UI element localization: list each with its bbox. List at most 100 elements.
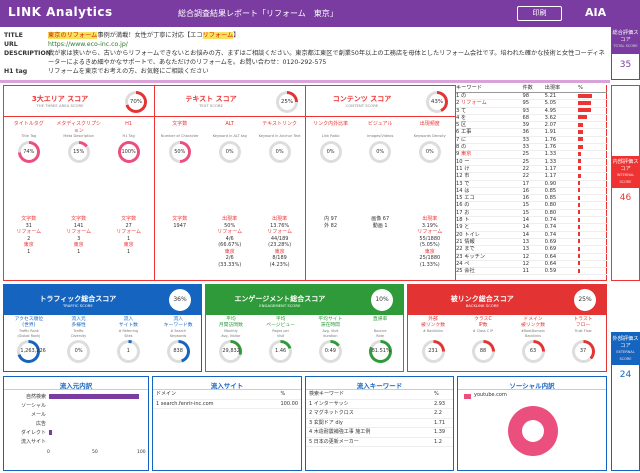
metric-data: 出現率 50% リフォーム 4/6 (66.67%) 東京 2/6 (33.33%) bbox=[217, 216, 243, 268]
metric-ring: 0% bbox=[319, 140, 342, 163]
inflow-bar bbox=[49, 394, 139, 399]
inflow-label: ソーシャル bbox=[21, 403, 46, 409]
section-2-ring: 43% bbox=[426, 91, 448, 113]
print-button[interactable]: 印刷 bbox=[517, 6, 562, 21]
metric-data: 出現率 3.19% リフォーム 55/1880 (5.05%) 東京 25/1880 (1.3… bbox=[417, 216, 443, 268]
metric-data: 画像 67 動画 1 bbox=[371, 216, 390, 229]
inflow-source-panel: 流入元内訳 自然検索 ソーシャル メール 広告 ダイレクト 流入サイト 0 50 100 bbox=[3, 376, 149, 471]
rate-bar bbox=[578, 108, 591, 113]
ext-metric-ring: 37 bbox=[571, 340, 595, 363]
h1-label: H1 tag bbox=[4, 68, 28, 75]
internal-score-value: 46 bbox=[619, 193, 632, 203]
inflow-label: メール bbox=[30, 412, 46, 418]
table-row: 17 お 15 0.80 bbox=[456, 209, 607, 218]
social-title: ソーシャル内訳 bbox=[458, 377, 606, 390]
internal-score-box: 内部評価スコア INTERNAL SCORE 46 bbox=[611, 85, 640, 281]
section-2: コンテンツ スコア CONTENT SCORE 43% リンク内外比率 Link Rat… bbox=[306, 85, 456, 281]
table-row: 13 で 17 0.90 bbox=[456, 180, 607, 188]
ext-metric-ring: 88 bbox=[471, 340, 495, 363]
rate-bar bbox=[578, 144, 583, 149]
inflow-label: 流入サイト bbox=[20, 439, 46, 445]
page-meta: TITLE 東京のリフォーム事例が満載！女性が丁寧に対応【エコリフォーム】 UR… bbox=[4, 31, 610, 76]
metric-data: 出現率 13.76% リフォーム 44/189 (23.28%) 東京 8/189 (4.23… bbox=[267, 216, 293, 268]
section-1-ring: 25% bbox=[276, 91, 298, 113]
ext-score: 36% bbox=[169, 289, 191, 311]
rate-bar bbox=[578, 224, 580, 229]
metric-data: 内 97 外 82 bbox=[324, 216, 338, 229]
kw-header-rate: 出現率 bbox=[544, 85, 579, 93]
table-row: 6 工事 36 1.91 bbox=[456, 128, 607, 137]
section-0-title: 3大エリア スコア bbox=[31, 95, 89, 103]
metric-0-2: H1 H1 Tag 100% bbox=[104, 121, 154, 163]
table-row: 9 東京 25 1.33 bbox=[456, 150, 607, 159]
inkw-header-keyword: 検索キーワード bbox=[306, 390, 431, 400]
section-2-title: コンテンツ スコア bbox=[332, 95, 392, 103]
metric-1-2: テキストリンク Keyword in Anchor Text 0% bbox=[255, 121, 305, 163]
ext-metric-ring: 1 bbox=[116, 340, 140, 363]
report-title: 総合調査結果レポート「リフォーム 東京」 bbox=[178, 9, 338, 18]
external-score-value: 24 bbox=[619, 370, 632, 380]
table-row: 4 を 68 3.62 bbox=[456, 114, 607, 123]
table-row: 5 区 39 2.07 bbox=[456, 121, 607, 130]
rate-bar bbox=[578, 195, 581, 200]
rate-bar bbox=[578, 100, 592, 105]
table-row: 2 マグネットクロス 2.2 bbox=[306, 408, 453, 419]
table-row: 21 情報 13 0.69 bbox=[456, 238, 607, 247]
ext-metric: 流入元 多様性 Traffic Diversity 0% bbox=[54, 317, 104, 363]
table-row: 19 と 14 0.74 bbox=[456, 223, 607, 232]
rate-bar bbox=[578, 188, 581, 193]
ext-metric: クラスC IP数 # Class C IP 88 bbox=[458, 317, 508, 363]
rate-bar bbox=[578, 93, 592, 98]
table-row: 14 は 16 0.85 bbox=[456, 187, 607, 196]
app-logo: LINK Analytics bbox=[8, 5, 113, 19]
ext-metric: トラスト フロー Trust Flow 37 bbox=[558, 317, 608, 363]
metric-ring: 0% bbox=[369, 140, 392, 163]
metric-ring: 74% bbox=[17, 140, 40, 163]
inflow-label: 広告 bbox=[35, 421, 46, 427]
ext-metric-ring: 0% bbox=[67, 340, 91, 363]
table-row: 15 エコ 16 0.85 bbox=[456, 194, 607, 203]
description-value: 我が家は狭いから、古いからリフォームできないとお悩みの方、まずはご相談ください。… bbox=[48, 50, 605, 66]
title-label: TITLE bbox=[4, 32, 23, 39]
table-row: 1 search.fenrir-inc.com 100.00 bbox=[153, 399, 301, 409]
inflow-bar bbox=[49, 430, 52, 435]
external-section-2: 被リンク総合スコア BACKLINK SCORE 25% 外部 被リンク数 # Back… bbox=[407, 284, 607, 372]
url-value[interactable]: https://www.eco-inc.co.jp/ bbox=[48, 41, 128, 48]
table-row: 24 ペ 12 0.64 bbox=[456, 260, 607, 269]
ext-metric: 平均 月間訪問数 Monthly Avg. Visitor 29,832 bbox=[206, 317, 256, 363]
rate-bar bbox=[578, 166, 582, 171]
ext-metric-ring: 1.46 bbox=[269, 340, 293, 363]
rate-bar bbox=[578, 210, 581, 215]
section-0: 3大エリア スコア THE THREE AREA SCORE 70% タイトルタグ Ti… bbox=[4, 85, 155, 281]
divider bbox=[0, 80, 610, 83]
rate-bar bbox=[578, 137, 583, 142]
metric-ring: 15% bbox=[67, 140, 90, 163]
metric-data: 文字数 141 リフォーム 3 東京 1 bbox=[66, 216, 92, 255]
title-value: 東京のリフォーム事例が満載！女性が丁寧に対応【エコリフォーム】 bbox=[48, 32, 240, 39]
table-row: 10 ー 25 1.33 bbox=[456, 158, 607, 166]
header-bar: LINK Analytics 総合調査結果レポート「リフォーム 東京」 印刷 A… bbox=[0, 0, 640, 27]
table-row: 23 キッチン 12 0.64 bbox=[456, 253, 607, 261]
rate-bar bbox=[578, 173, 582, 178]
rate-bar bbox=[578, 151, 582, 156]
social-donut bbox=[508, 406, 558, 456]
ext-metric: 平均サイト 滞在時間 Avg. Visit duration 0:49 bbox=[306, 317, 356, 363]
rate-bar bbox=[578, 181, 581, 186]
table-row: 25 会社 11 0.59 bbox=[456, 267, 607, 276]
external-section-0: トラフィック総合スコア TRAFFIC SCORE 36% アクセス順位 (世界) Tr… bbox=[3, 284, 202, 372]
rate-bar bbox=[578, 239, 580, 244]
social-panel: ソーシャル内訳 youtube.com bbox=[457, 376, 607, 471]
kw-header-pct: % bbox=[578, 85, 607, 93]
referring-sites-panel: 流入サイト ドメイン% 1 search.fenrir-inc.com 100.00 bbox=[152, 376, 302, 471]
ext-metric: 流入 サイト数 # Referring Sites 1 bbox=[104, 317, 154, 363]
metric-ring: 0% bbox=[268, 140, 291, 163]
inkw-header-pct: % bbox=[430, 390, 453, 400]
metric-data: 文字数 1947 bbox=[172, 216, 188, 229]
ext-metric: 流入 キーワード数 # Search Keywords 838 bbox=[153, 317, 203, 363]
rate-bar bbox=[578, 129, 583, 134]
table-row: 4 木造耐震補強工事 施工例 1.39 bbox=[306, 427, 453, 438]
rate-bar bbox=[578, 217, 580, 222]
ext-title: エンゲージメント総合スコア bbox=[234, 295, 326, 303]
description-label: DESCRIPTION bbox=[4, 50, 51, 57]
inflow-title: 流入元内訳 bbox=[4, 377, 148, 390]
